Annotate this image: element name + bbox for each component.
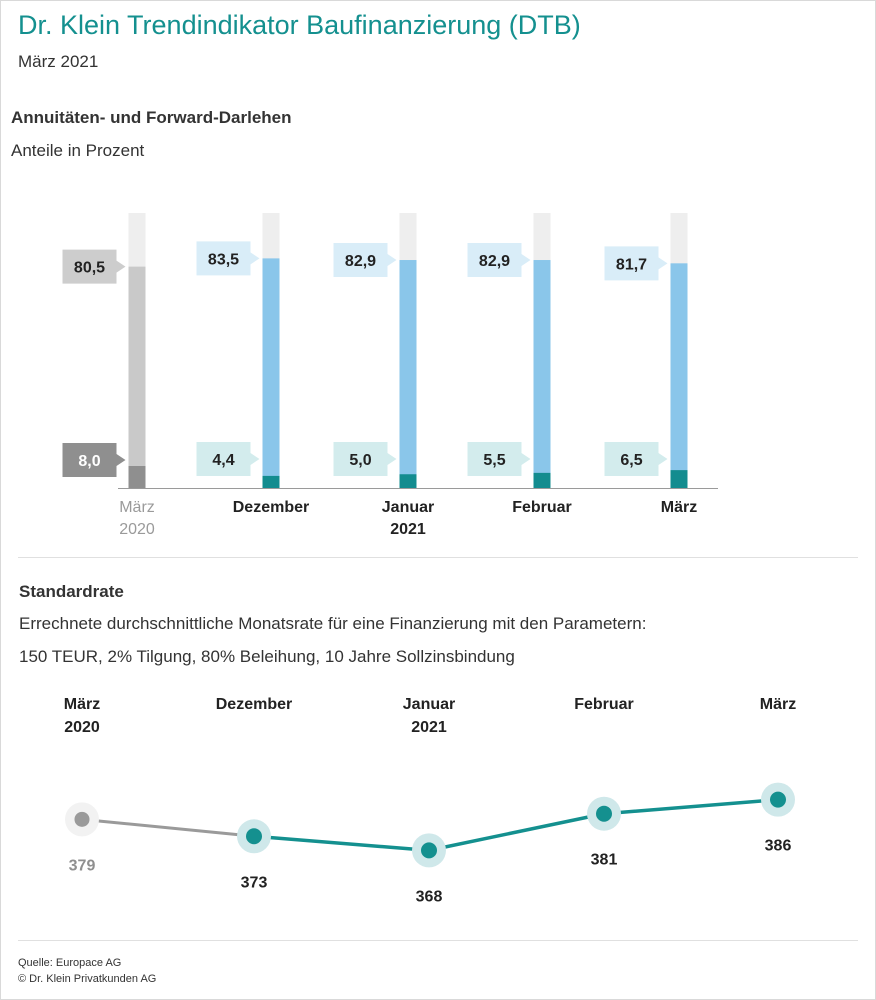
data-point-4 <box>770 791 786 808</box>
x-tick-2-1: 2021 <box>390 521 426 538</box>
label-forward-0-bg <box>62 443 126 477</box>
point-label-4: 386 <box>765 838 792 855</box>
label-annuity-3: 82,9 <box>479 253 510 270</box>
label-annuity-0: 80,5 <box>74 260 105 277</box>
page-date: März 2021 <box>18 52 99 71</box>
bar-annuity-0 <box>128 266 146 488</box>
label-annuity-1: 83,5 <box>208 251 239 268</box>
bar-forward-1 <box>262 475 280 488</box>
x-tick-0-1: 2020 <box>119 521 155 538</box>
label-annuity-0-bg <box>62 249 126 284</box>
bar-forward-2 <box>399 474 417 488</box>
point-label-3: 381 <box>591 852 618 869</box>
data-point-3 <box>596 805 612 822</box>
point-label-2: 368 <box>416 888 443 905</box>
bar-annuity-2 <box>399 260 417 488</box>
label-annuity-4: 81,7 <box>616 256 647 273</box>
line-x-tick-0-0: März <box>64 696 100 713</box>
line-x-tick-1-0: Dezember <box>216 696 292 713</box>
bar-forward-4 <box>670 470 688 488</box>
label-annuity-2: 82,9 <box>345 253 376 270</box>
label-annuity-4-bg <box>604 246 668 281</box>
bar-annuity-3 <box>533 260 551 488</box>
line-x-tick-2-0: Januar <box>403 696 455 713</box>
label-forward-2: 5,0 <box>349 452 371 469</box>
line-x-tick-2-1: 2021 <box>411 719 447 736</box>
line-x-tick-3-0: Februar <box>574 696 634 713</box>
share-bar-chart: 80,5 8,0 März 2020 83,5 4,4 Dezember 82,9 5,0 Jan… <box>62 213 718 538</box>
bar-annuity-1 <box>262 258 280 488</box>
label-forward-0: 8,0 <box>78 453 100 470</box>
x-tick-0-0: März <box>119 499 155 516</box>
x-tick-1-0: Dezember <box>233 499 309 516</box>
line-series <box>253 797 779 853</box>
label-forward-1-bg <box>196 442 260 476</box>
point-label-1: 373 <box>241 874 268 891</box>
bar-chart-heading: Annuitäten- und Forward-Darlehen <box>11 108 292 127</box>
line-x-tick-4-0: März <box>760 696 796 713</box>
bar-annuity-4 <box>670 263 688 488</box>
data-point-1 <box>246 828 262 845</box>
line-chart-description-1: Errechnete durchschnittliche Monatsrate … <box>19 614 647 633</box>
data-point-2 <box>421 842 437 859</box>
bar-chart-subheading: Anteile in Prozent <box>11 141 145 160</box>
section-divider <box>18 557 858 558</box>
x-tick-4-0: März <box>661 499 697 516</box>
label-annuity-1-bg <box>196 241 260 276</box>
bar-forward-0 <box>128 466 146 488</box>
label-forward-4-bg <box>604 442 668 476</box>
label-forward-1: 4,4 <box>212 452 234 469</box>
label-forward-3: 5,5 <box>483 452 505 469</box>
footer-divider <box>18 940 858 941</box>
footer-source: Quelle: Europace AG <box>18 957 122 969</box>
point-label-0: 379 <box>69 857 96 874</box>
line-segment-prev <box>81 817 255 838</box>
label-annuity-3-bg <box>467 243 531 278</box>
bar-forward-3 <box>533 472 551 488</box>
label-forward-3-bg <box>467 442 531 476</box>
line-chart-heading: Standardrate <box>19 582 124 601</box>
x-tick-2-0: Januar <box>382 499 434 516</box>
x-tick-3-0: Februar <box>512 499 572 516</box>
label-forward-4: 6,5 <box>620 452 642 469</box>
footer-copyright: © Dr. Klein Privatkunden AG <box>18 973 157 985</box>
line-chart-description-2: 150 TEUR, 2% Tilgung, 80% Beleihung, 10 … <box>19 647 515 666</box>
label-annuity-2-bg <box>333 243 397 278</box>
data-point-0 <box>74 811 90 827</box>
label-forward-2-bg <box>333 442 397 476</box>
line-x-tick-0-1: 2020 <box>64 719 100 736</box>
page-title: Dr. Klein Trendindikator Baufinanzierung… <box>18 10 581 40</box>
